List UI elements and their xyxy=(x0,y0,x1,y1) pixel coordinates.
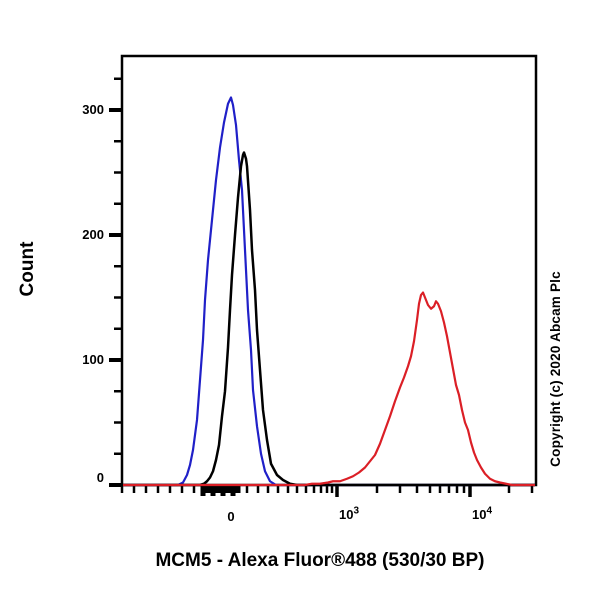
copyright-text: Copyright (c) 2020 Abcam Plc xyxy=(548,271,563,467)
control-blue-curve xyxy=(123,96,535,487)
axis-frame xyxy=(120,54,538,487)
x-tick-label-1e3: 103 xyxy=(329,505,369,522)
y-tick-label-100: 100 xyxy=(82,352,104,367)
y-tick-label-300: 300 xyxy=(82,102,104,117)
x-tick-1e3-base: 10 xyxy=(338,507,354,522)
x-tick-1e4-exponent: 4 xyxy=(486,505,493,517)
x-tick-1e4-base: 10 xyxy=(471,507,487,522)
y-tick-label-0: 0 xyxy=(96,470,104,485)
y-axis-title: Count xyxy=(17,241,38,297)
mcm5-red-curve xyxy=(123,291,535,487)
y-tick-label-200: 200 xyxy=(82,227,104,242)
x-tick-1e3-exponent: 3 xyxy=(353,505,360,517)
x-tick-label-1e4: 104 xyxy=(462,505,502,522)
x-tick-label-0: 0 xyxy=(227,509,235,524)
chart-title: MCM5 - Alexa Fluor®488 (530/30 BP) xyxy=(155,550,485,571)
control-black-curve xyxy=(123,151,535,487)
